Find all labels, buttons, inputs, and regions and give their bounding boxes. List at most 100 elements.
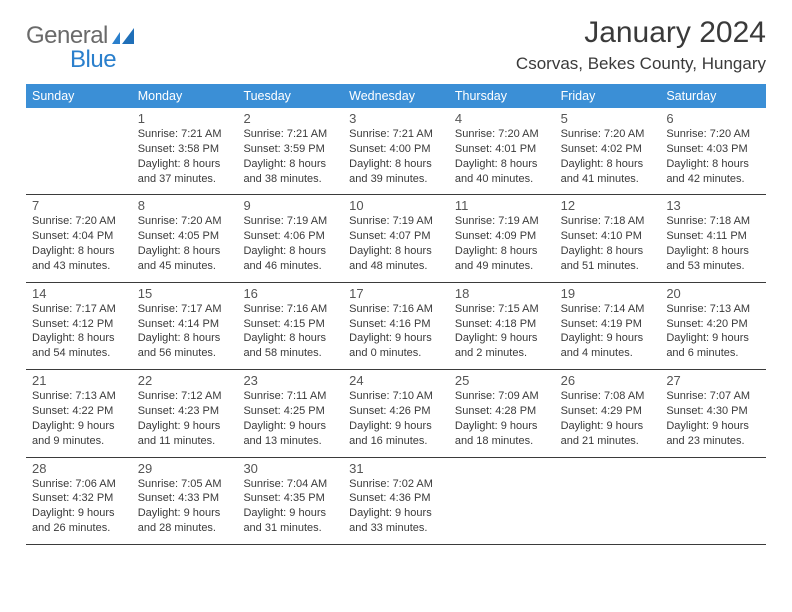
day-info-line: and 31 minutes. [243, 521, 337, 536]
day-info-line: Sunset: 4:11 PM [666, 229, 760, 244]
day-number: 28 [32, 461, 126, 476]
day-info-line: and 0 minutes. [349, 346, 443, 361]
day-cell: 23Sunrise: 7:11 AMSunset: 4:25 PMDayligh… [237, 370, 343, 456]
day-cell: 1Sunrise: 7:21 AMSunset: 3:58 PMDaylight… [132, 108, 238, 194]
day-info-line: Sunrise: 7:13 AM [666, 302, 760, 317]
day-cell: 21Sunrise: 7:13 AMSunset: 4:22 PMDayligh… [26, 370, 132, 456]
day-info-line: Daylight: 8 hours [138, 244, 232, 259]
day-info-line: Sunrise: 7:09 AM [455, 389, 549, 404]
day-info-line: Daylight: 8 hours [455, 244, 549, 259]
day-info-line: Sunrise: 7:17 AM [138, 302, 232, 317]
day-info-line: Sunrise: 7:08 AM [561, 389, 655, 404]
day-cell: 26Sunrise: 7:08 AMSunset: 4:29 PMDayligh… [555, 370, 661, 456]
day-info-line: Daylight: 9 hours [561, 419, 655, 434]
day-info-line: Sunrise: 7:11 AM [243, 389, 337, 404]
week-row: 14Sunrise: 7:17 AMSunset: 4:12 PMDayligh… [26, 283, 766, 370]
day-cell: 6Sunrise: 7:20 AMSunset: 4:03 PMDaylight… [660, 108, 766, 194]
day-info-line: and 39 minutes. [349, 172, 443, 187]
day-info-line: Daylight: 8 hours [666, 157, 760, 172]
day-info-line: and 45 minutes. [138, 259, 232, 274]
day-header: Monday [132, 84, 238, 108]
day-number: 29 [138, 461, 232, 476]
day-number: 12 [561, 198, 655, 213]
day-info-line: and 53 minutes. [666, 259, 760, 274]
day-info-line: Sunset: 4:00 PM [349, 142, 443, 157]
day-info-line: Sunrise: 7:10 AM [349, 389, 443, 404]
title-block: January 2024 Csorvas, Bekes County, Hung… [516, 16, 766, 74]
day-info-line: and 51 minutes. [561, 259, 655, 274]
day-cell [660, 458, 766, 544]
week-row: 1Sunrise: 7:21 AMSunset: 3:58 PMDaylight… [26, 108, 766, 195]
day-cell: 27Sunrise: 7:07 AMSunset: 4:30 PMDayligh… [660, 370, 766, 456]
day-info-line: and 41 minutes. [561, 172, 655, 187]
day-info-line: Sunset: 4:05 PM [138, 229, 232, 244]
day-number: 16 [243, 286, 337, 301]
day-number: 7 [32, 198, 126, 213]
day-info-line: Sunset: 4:30 PM [666, 404, 760, 419]
day-info-line: Daylight: 8 hours [349, 244, 443, 259]
day-info-line: Sunset: 3:58 PM [138, 142, 232, 157]
day-info-line: Sunset: 4:29 PM [561, 404, 655, 419]
day-info-line: Daylight: 9 hours [349, 331, 443, 346]
day-info-line: and 33 minutes. [349, 521, 443, 536]
day-info-line: Sunset: 4:28 PM [455, 404, 549, 419]
day-info-line: Sunset: 4:35 PM [243, 491, 337, 506]
location-text: Csorvas, Bekes County, Hungary [516, 54, 766, 74]
day-cell: 20Sunrise: 7:13 AMSunset: 4:20 PMDayligh… [660, 283, 766, 369]
day-number: 21 [32, 373, 126, 388]
day-info-line: Daylight: 8 hours [561, 244, 655, 259]
day-info-line: and 58 minutes. [243, 346, 337, 361]
day-cell: 16Sunrise: 7:16 AMSunset: 4:15 PMDayligh… [237, 283, 343, 369]
day-info-line: Sunrise: 7:19 AM [349, 214, 443, 229]
day-number: 8 [138, 198, 232, 213]
day-number: 13 [666, 198, 760, 213]
day-info-line: Daylight: 8 hours [243, 331, 337, 346]
day-info-line: and 48 minutes. [349, 259, 443, 274]
day-number: 22 [138, 373, 232, 388]
logo-text-blue: Blue [70, 46, 116, 74]
day-number: 23 [243, 373, 337, 388]
day-cell: 24Sunrise: 7:10 AMSunset: 4:26 PMDayligh… [343, 370, 449, 456]
day-info-line: Sunset: 4:22 PM [32, 404, 126, 419]
day-info-line: and 16 minutes. [349, 434, 443, 449]
day-cell: 5Sunrise: 7:20 AMSunset: 4:02 PMDaylight… [555, 108, 661, 194]
day-cell: 8Sunrise: 7:20 AMSunset: 4:05 PMDaylight… [132, 195, 238, 281]
day-info-line: Daylight: 8 hours [138, 157, 232, 172]
day-info-line: Daylight: 9 hours [138, 419, 232, 434]
day-info-line: Sunrise: 7:21 AM [243, 127, 337, 142]
day-info-line: Sunrise: 7:20 AM [455, 127, 549, 142]
day-cell [26, 108, 132, 194]
day-info-line: Sunrise: 7:19 AM [455, 214, 549, 229]
header-bar: General Blue January 2024 Csorvas, Bekes… [26, 16, 766, 74]
day-info-line: Sunset: 4:18 PM [455, 317, 549, 332]
day-info-line: Sunrise: 7:13 AM [32, 389, 126, 404]
calendar-grid: SundayMondayTuesdayWednesdayThursdayFrid… [26, 84, 766, 545]
day-info-line: Sunset: 4:26 PM [349, 404, 443, 419]
day-cell: 2Sunrise: 7:21 AMSunset: 3:59 PMDaylight… [237, 108, 343, 194]
day-info-line: Daylight: 8 hours [138, 331, 232, 346]
day-number: 20 [666, 286, 760, 301]
day-info-line: Sunset: 4:10 PM [561, 229, 655, 244]
day-info-line: Sunrise: 7:07 AM [666, 389, 760, 404]
day-cell: 30Sunrise: 7:04 AMSunset: 4:35 PMDayligh… [237, 458, 343, 544]
day-info-line: Sunset: 4:33 PM [138, 491, 232, 506]
day-info-line: Sunset: 4:19 PM [561, 317, 655, 332]
day-number: 15 [138, 286, 232, 301]
day-number: 9 [243, 198, 337, 213]
day-info-line: Daylight: 9 hours [243, 419, 337, 434]
day-number: 25 [455, 373, 549, 388]
day-info-line: Sunset: 4:04 PM [32, 229, 126, 244]
day-cell: 3Sunrise: 7:21 AMSunset: 4:00 PMDaylight… [343, 108, 449, 194]
day-info-line: and 2 minutes. [455, 346, 549, 361]
day-info-line: Sunset: 4:07 PM [349, 229, 443, 244]
day-number: 17 [349, 286, 443, 301]
day-number: 11 [455, 198, 549, 213]
day-info-line: and 43 minutes. [32, 259, 126, 274]
day-info-line: Daylight: 8 hours [455, 157, 549, 172]
day-info-line: Daylight: 8 hours [243, 157, 337, 172]
day-info-line: and 56 minutes. [138, 346, 232, 361]
day-info-line: Daylight: 9 hours [243, 506, 337, 521]
day-info-line: Sunset: 4:16 PM [349, 317, 443, 332]
day-info-line: Sunrise: 7:04 AM [243, 477, 337, 492]
day-info-line: Sunrise: 7:06 AM [32, 477, 126, 492]
